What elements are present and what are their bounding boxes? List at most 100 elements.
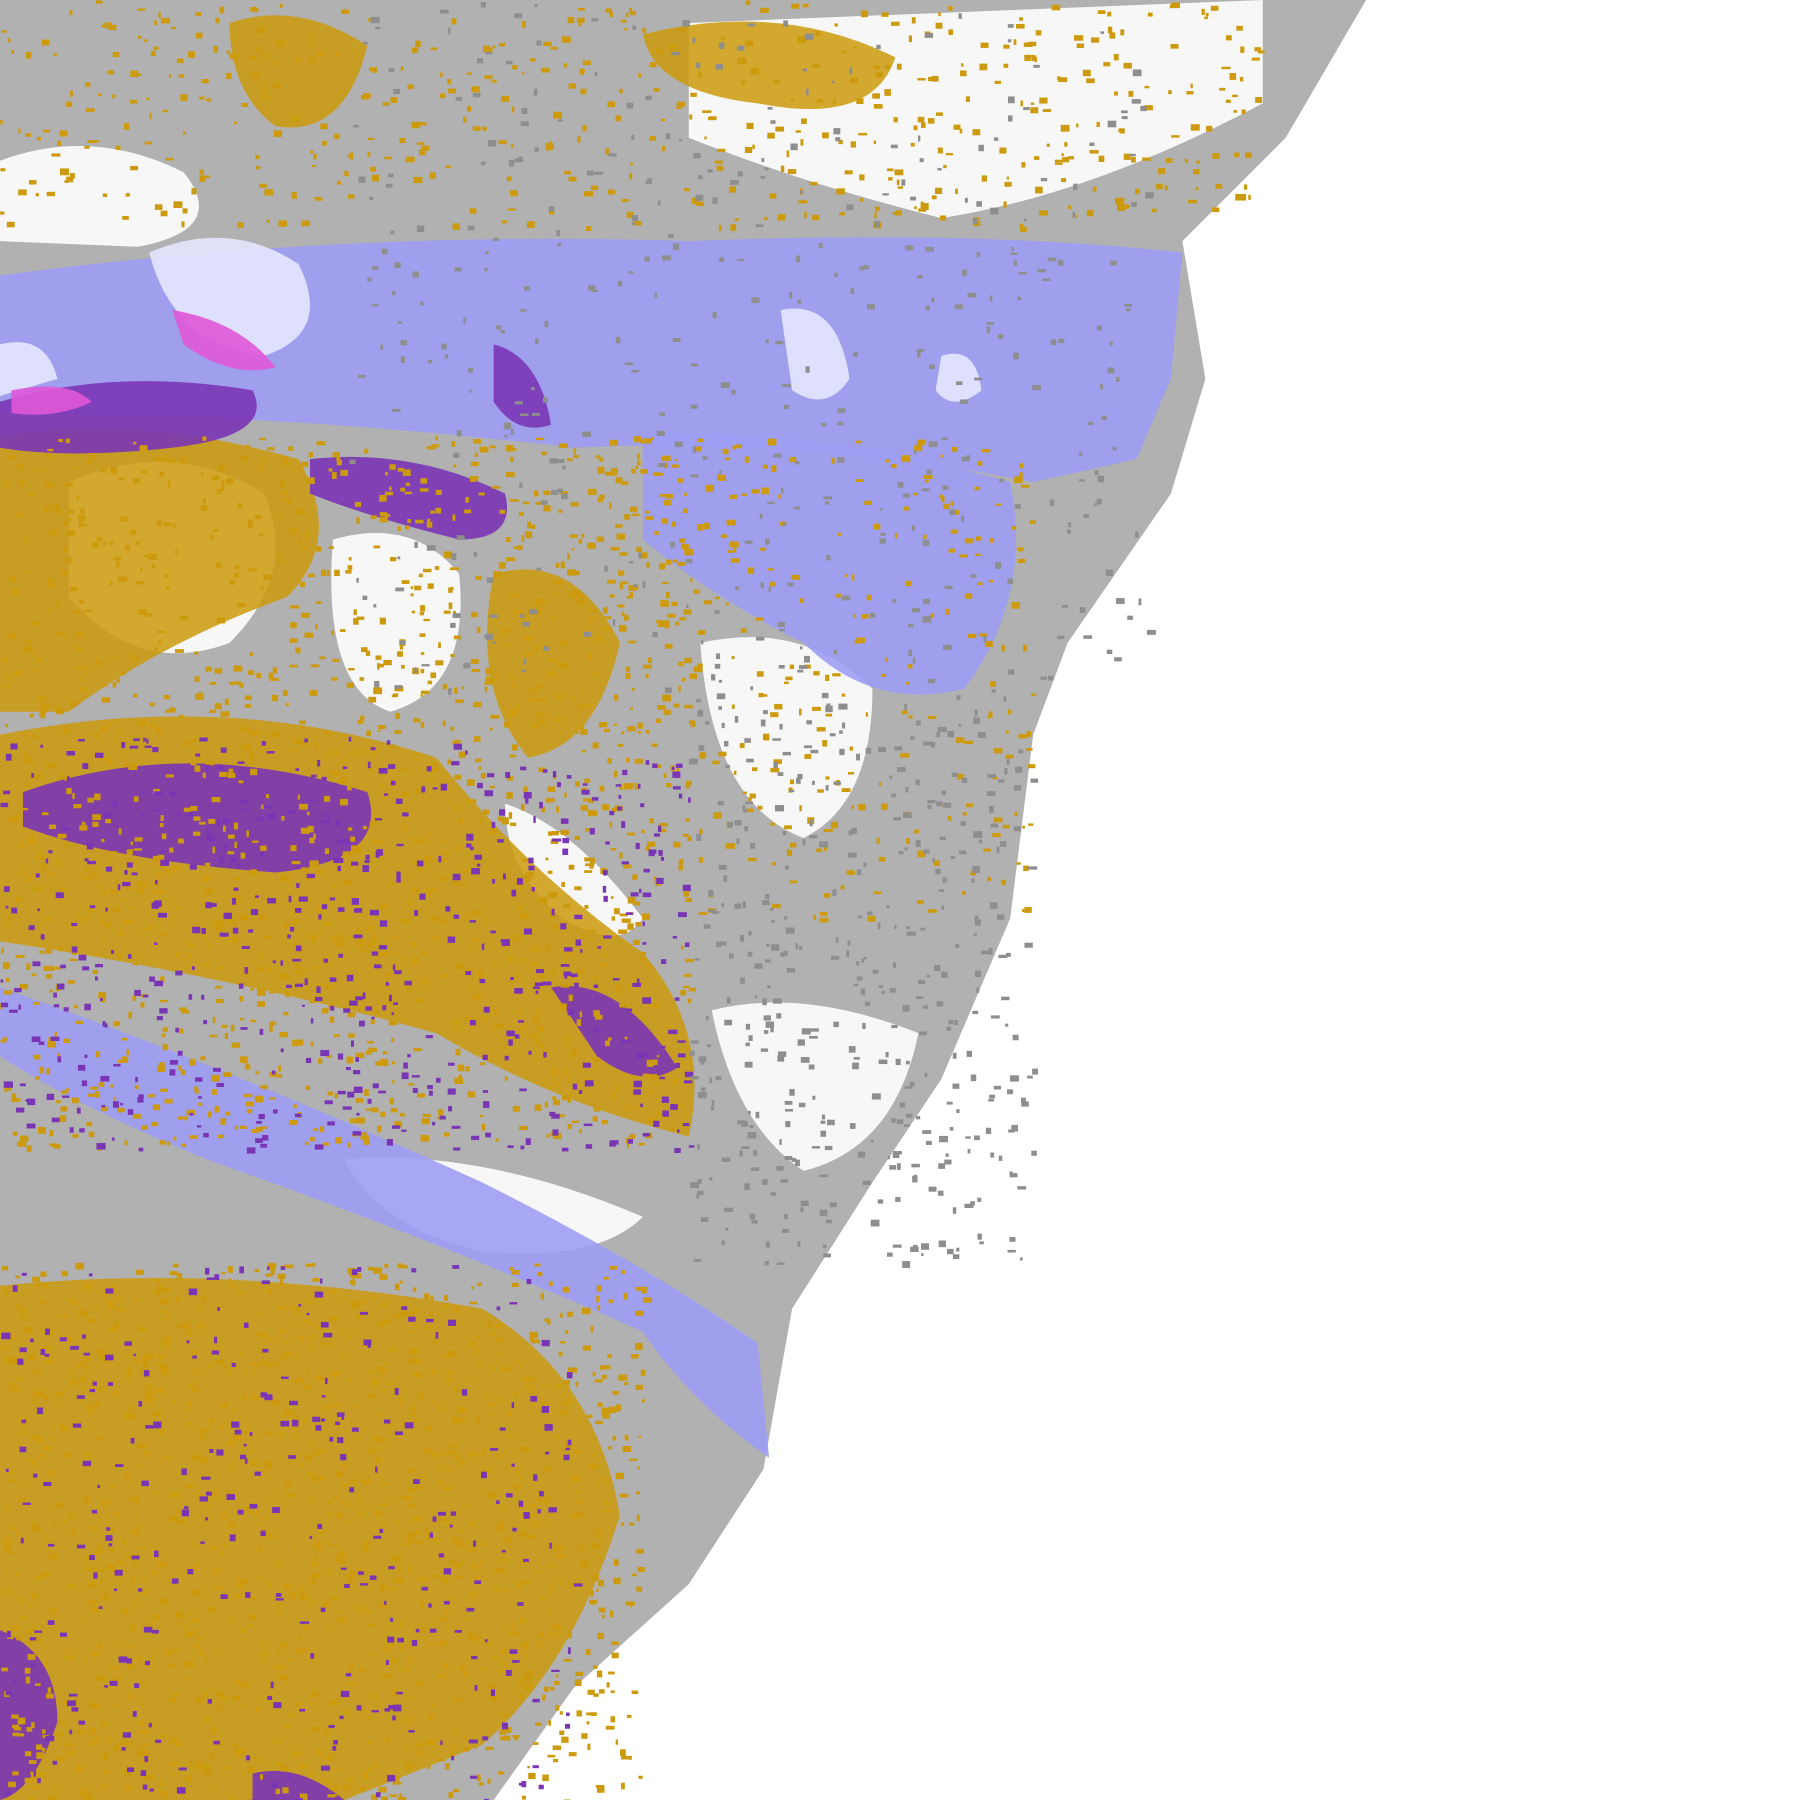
speckle-pixel bbox=[836, 593, 841, 598]
speckle-pixel bbox=[1030, 107, 1039, 114]
speckle-pixel bbox=[249, 652, 253, 656]
speckle-pixel bbox=[4, 1085, 9, 1092]
speckle-pixel bbox=[407, 1468, 417, 1473]
speckle-pixel bbox=[17, 1141, 27, 1147]
speckle-pixel bbox=[490, 1331, 495, 1338]
speckle-pixel bbox=[21, 1311, 27, 1318]
speckle-pixel bbox=[35, 873, 40, 878]
speckle-pixel bbox=[61, 570, 69, 573]
speckle-pixel bbox=[177, 811, 181, 818]
speckle-pixel bbox=[41, 1747, 46, 1752]
speckle-pixel bbox=[233, 1408, 238, 1413]
speckle-pixel bbox=[280, 1420, 290, 1427]
speckle-pixel bbox=[180, 1069, 186, 1076]
speckle-pixel bbox=[399, 1793, 402, 1798]
speckle-pixel bbox=[721, 941, 727, 946]
speckle-pixel bbox=[160, 850, 166, 853]
speckle-pixel bbox=[971, 878, 975, 883]
speckle-pixel bbox=[288, 1712, 295, 1717]
speckle-pixel bbox=[1023, 107, 1030, 111]
speckle-pixel bbox=[157, 1285, 162, 1292]
speckle-pixel bbox=[157, 1561, 167, 1568]
speckle-pixel bbox=[46, 1067, 51, 1075]
speckle-pixel bbox=[499, 809, 506, 816]
speckle-pixel bbox=[234, 841, 237, 848]
speckle-pixel bbox=[503, 422, 512, 430]
speckle-pixel bbox=[989, 805, 994, 813]
speckle-pixel bbox=[692, 446, 697, 453]
speckle-pixel bbox=[846, 204, 854, 211]
speckle-pixel bbox=[127, 1371, 132, 1376]
speckle-pixel bbox=[320, 569, 327, 577]
speckle-pixel bbox=[629, 592, 633, 599]
speckle-pixel bbox=[18, 479, 26, 486]
speckle-pixel bbox=[857, 915, 862, 919]
speckle-pixel bbox=[122, 1608, 129, 1615]
speckle-pixel bbox=[597, 1555, 602, 1559]
speckle-pixel bbox=[420, 1602, 424, 1610]
speckle-pixel bbox=[231, 1421, 240, 1428]
speckle-pixel bbox=[782, 751, 791, 756]
speckle-pixel bbox=[204, 1654, 209, 1662]
speckle-pixel bbox=[96, 1544, 102, 1548]
speckle-pixel bbox=[892, 599, 897, 603]
speckle-pixel bbox=[672, 243, 679, 250]
speckle-pixel bbox=[631, 1573, 637, 1577]
speckle-pixel bbox=[939, 836, 946, 840]
speckle-pixel bbox=[371, 935, 378, 942]
speckle-pixel bbox=[1030, 102, 1035, 105]
speckle-pixel bbox=[540, 500, 548, 505]
speckle-pixel bbox=[599, 1689, 605, 1694]
speckle-pixel bbox=[164, 1455, 173, 1459]
speckle-pixel bbox=[76, 1544, 86, 1549]
speckle-pixel bbox=[375, 1466, 378, 1473]
speckle-pixel bbox=[576, 1710, 583, 1717]
speckle-pixel bbox=[200, 504, 208, 511]
speckle-pixel bbox=[470, 658, 479, 664]
speckle-pixel bbox=[385, 982, 390, 986]
speckle-pixel bbox=[573, 1583, 583, 1587]
speckle-pixel bbox=[770, 944, 780, 951]
speckle-pixel bbox=[187, 1330, 193, 1337]
speckle-pixel bbox=[988, 947, 993, 955]
speckle-pixel bbox=[571, 1120, 579, 1124]
speckle-pixel bbox=[338, 1463, 347, 1467]
speckle-pixel bbox=[793, 506, 800, 510]
speckle-pixel bbox=[268, 813, 275, 820]
speckle-pixel bbox=[275, 39, 285, 46]
speckle-pixel bbox=[433, 1537, 438, 1544]
speckle-pixel bbox=[641, 1399, 645, 1403]
speckle-pixel bbox=[353, 1790, 356, 1795]
speckle-pixel bbox=[697, 524, 704, 531]
speckle-pixel bbox=[718, 42, 725, 49]
speckle-pixel bbox=[1254, 47, 1262, 52]
speckle-pixel bbox=[76, 1763, 80, 1770]
speckle-pixel bbox=[82, 1460, 92, 1467]
speckle-pixel bbox=[501, 939, 510, 946]
speckle-pixel bbox=[904, 847, 908, 851]
speckle-pixel bbox=[159, 1008, 168, 1014]
speckle-pixel bbox=[104, 1313, 108, 1318]
speckle-pixel bbox=[312, 1262, 316, 1267]
speckle-pixel bbox=[212, 529, 219, 532]
speckle-pixel bbox=[806, 88, 809, 96]
speckle-pixel bbox=[467, 1091, 476, 1098]
speckle-pixel bbox=[164, 1337, 168, 1343]
speckle-pixel bbox=[477, 782, 483, 789]
speckle-pixel bbox=[8, 1479, 17, 1483]
speckle-pixel bbox=[771, 465, 777, 472]
speckle-pixel bbox=[422, 1113, 432, 1117]
speckle-pixel bbox=[785, 1120, 791, 1128]
speckle-pixel bbox=[1187, 199, 1197, 204]
speckle-pixel bbox=[133, 848, 143, 851]
speckle-pixel bbox=[555, 1082, 560, 1086]
speckle-pixel bbox=[808, 1064, 815, 1070]
speckle-pixel bbox=[994, 80, 1002, 84]
speckle-pixel bbox=[371, 1379, 380, 1386]
speckle-pixel bbox=[47, 578, 54, 584]
speckle-pixel bbox=[453, 743, 462, 750]
speckle-pixel bbox=[260, 1085, 264, 1088]
speckle-pixel bbox=[166, 1648, 171, 1656]
speckle-pixel bbox=[939, 1135, 948, 1143]
speckle-pixel bbox=[329, 1016, 335, 1023]
